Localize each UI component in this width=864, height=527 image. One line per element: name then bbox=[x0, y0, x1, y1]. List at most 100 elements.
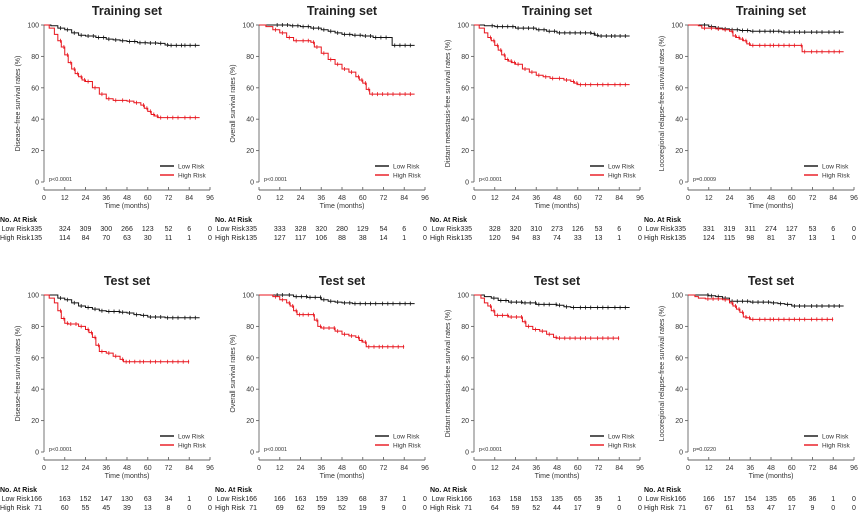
y-tick-label: 100 bbox=[457, 293, 469, 300]
at-risk-value: 6 bbox=[831, 226, 835, 233]
at-risk-value: 33 bbox=[574, 235, 582, 242]
chart-title: Test set bbox=[748, 274, 795, 288]
p-value: p<0.0001 bbox=[49, 177, 72, 183]
censor-marks-high-risk bbox=[707, 296, 833, 322]
y-tick-label: 80 bbox=[675, 324, 683, 331]
chart-title: Training set bbox=[736, 4, 807, 18]
x-tick-label: 72 bbox=[165, 465, 173, 472]
x-tick-label: 84 bbox=[829, 465, 837, 472]
at-risk-header: No. At Risk bbox=[430, 487, 467, 494]
at-risk-value: 135 bbox=[460, 235, 472, 242]
at-risk-value: 124 bbox=[703, 235, 715, 242]
x-tick-label: 96 bbox=[206, 465, 214, 472]
x-tick-label: 12 bbox=[61, 465, 69, 472]
x-tick-label: 0 bbox=[686, 195, 690, 202]
at-risk-value: 1 bbox=[402, 496, 406, 503]
y-tick-label: 60 bbox=[246, 355, 254, 362]
at-risk-value: 328 bbox=[489, 226, 501, 233]
at-risk-value: 52 bbox=[165, 226, 173, 233]
x-tick-label: 0 bbox=[42, 465, 46, 472]
series-low-risk-curve bbox=[688, 24, 844, 33]
at-risk-row-label: High Risk bbox=[0, 505, 30, 512]
at-risk-row-label: Low Risk bbox=[2, 496, 31, 503]
x-tick-label: 24 bbox=[726, 195, 734, 202]
y-tick-label: 40 bbox=[246, 117, 254, 124]
y-axis-label: Locoregional relapse-free survival rates… bbox=[659, 306, 666, 441]
at-risk-row-label: High Risk bbox=[215, 235, 245, 242]
y-tick-label: 20 bbox=[246, 418, 254, 425]
y-tick-label: 20 bbox=[31, 148, 39, 155]
at-risk-value: 14 bbox=[380, 235, 388, 242]
y-tick-label: 80 bbox=[461, 324, 469, 331]
at-risk-row-label: High Risk bbox=[644, 235, 674, 242]
at-risk-value: 166 bbox=[703, 496, 715, 503]
at-risk-value: 52 bbox=[532, 505, 540, 512]
y-tick-label: 0 bbox=[250, 180, 254, 187]
series-high-risk-curve bbox=[259, 24, 415, 95]
x-axis-label: Time (months) bbox=[749, 473, 794, 480]
km-panel-7: Test set 0 20 40 60 80 100 Distant metastasis-f… bbox=[430, 270, 646, 527]
at-risk-value: 335 bbox=[674, 226, 686, 233]
y-tick-label: 20 bbox=[675, 418, 683, 425]
km-panel-4: Training set 0 20 40 60 80 100 Locoregional rel… bbox=[644, 0, 860, 257]
at-risk-value: 9 bbox=[382, 505, 386, 512]
x-tick-label: 60 bbox=[359, 195, 367, 202]
at-risk-header: No. At Risk bbox=[430, 217, 467, 224]
x-tick-label: 96 bbox=[850, 195, 858, 202]
series-high-risk-curve bbox=[44, 294, 190, 363]
at-risk-value: 0 bbox=[423, 496, 427, 503]
at-risk-value: 0 bbox=[187, 505, 191, 512]
at-risk-value: 63 bbox=[144, 496, 152, 503]
p-value: p=0.0009 bbox=[693, 177, 716, 183]
at-risk-value: 319 bbox=[724, 226, 736, 233]
at-risk-value: 139 bbox=[336, 496, 348, 503]
at-risk-value: 71 bbox=[464, 505, 472, 512]
x-tick-label: 72 bbox=[595, 465, 603, 472]
at-risk-value: 37 bbox=[380, 496, 388, 503]
at-risk-value: 71 bbox=[678, 505, 686, 512]
x-tick-label: 12 bbox=[61, 195, 69, 202]
at-risk-header: No. At Risk bbox=[215, 217, 252, 224]
at-risk-value: 120 bbox=[489, 235, 501, 242]
at-risk-value: 157 bbox=[724, 496, 736, 503]
at-risk-value: 127 bbox=[786, 226, 798, 233]
y-axis-label: Distant metastasis-free survival rates (… bbox=[445, 40, 452, 168]
at-risk-value: 333 bbox=[274, 226, 286, 233]
at-risk-value: 69 bbox=[276, 505, 284, 512]
y-tick-label: 100 bbox=[242, 23, 254, 30]
x-tick-label: 84 bbox=[829, 195, 837, 202]
censor-marks-low-risk bbox=[707, 293, 840, 308]
at-risk-value: 335 bbox=[245, 226, 257, 233]
y-axis-label: Distant metastasis-free survival rates (… bbox=[445, 310, 452, 438]
at-risk-value: 30 bbox=[144, 235, 152, 242]
x-tick-label: 36 bbox=[746, 195, 754, 202]
y-axis-label: Overall survival rates (%) bbox=[230, 334, 237, 412]
y-tick-label: 80 bbox=[31, 54, 39, 61]
at-risk-value: 324 bbox=[59, 226, 71, 233]
at-risk-value: 63 bbox=[123, 235, 131, 242]
x-tick-label: 96 bbox=[206, 195, 214, 202]
p-value: p=0.0220 bbox=[693, 447, 716, 453]
at-risk-value: 13 bbox=[144, 505, 152, 512]
at-risk-row-label: Low Risk bbox=[2, 226, 31, 233]
x-tick-label: 96 bbox=[850, 465, 858, 472]
at-risk-value: 135 bbox=[245, 235, 257, 242]
legend-label-low-risk: Low Risk bbox=[393, 434, 420, 441]
censor-marks-low-risk bbox=[60, 296, 196, 320]
legend-label-high-risk: High Risk bbox=[822, 443, 851, 450]
y-axis-label: Disease-free survival rates (%) bbox=[15, 326, 22, 422]
censor-marks-high-risk bbox=[704, 26, 840, 54]
y-tick-label: 20 bbox=[461, 418, 469, 425]
x-tick-label: 0 bbox=[686, 465, 690, 472]
at-risk-value: 163 bbox=[59, 496, 71, 503]
x-tick-label: 48 bbox=[123, 465, 131, 472]
at-risk-value: 0 bbox=[208, 496, 212, 503]
y-tick-label: 20 bbox=[675, 148, 683, 155]
at-risk-value: 61 bbox=[726, 505, 734, 512]
at-risk-row-label: High Risk bbox=[644, 505, 674, 512]
censor-marks-high-risk bbox=[60, 38, 196, 120]
x-tick-label: 12 bbox=[276, 195, 284, 202]
km-panel-5: Test set 0 20 40 60 80 100 Disease-free surviva… bbox=[0, 270, 216, 527]
legend-label-high-risk: High Risk bbox=[393, 443, 422, 450]
legend-label-high-risk: High Risk bbox=[178, 443, 207, 450]
